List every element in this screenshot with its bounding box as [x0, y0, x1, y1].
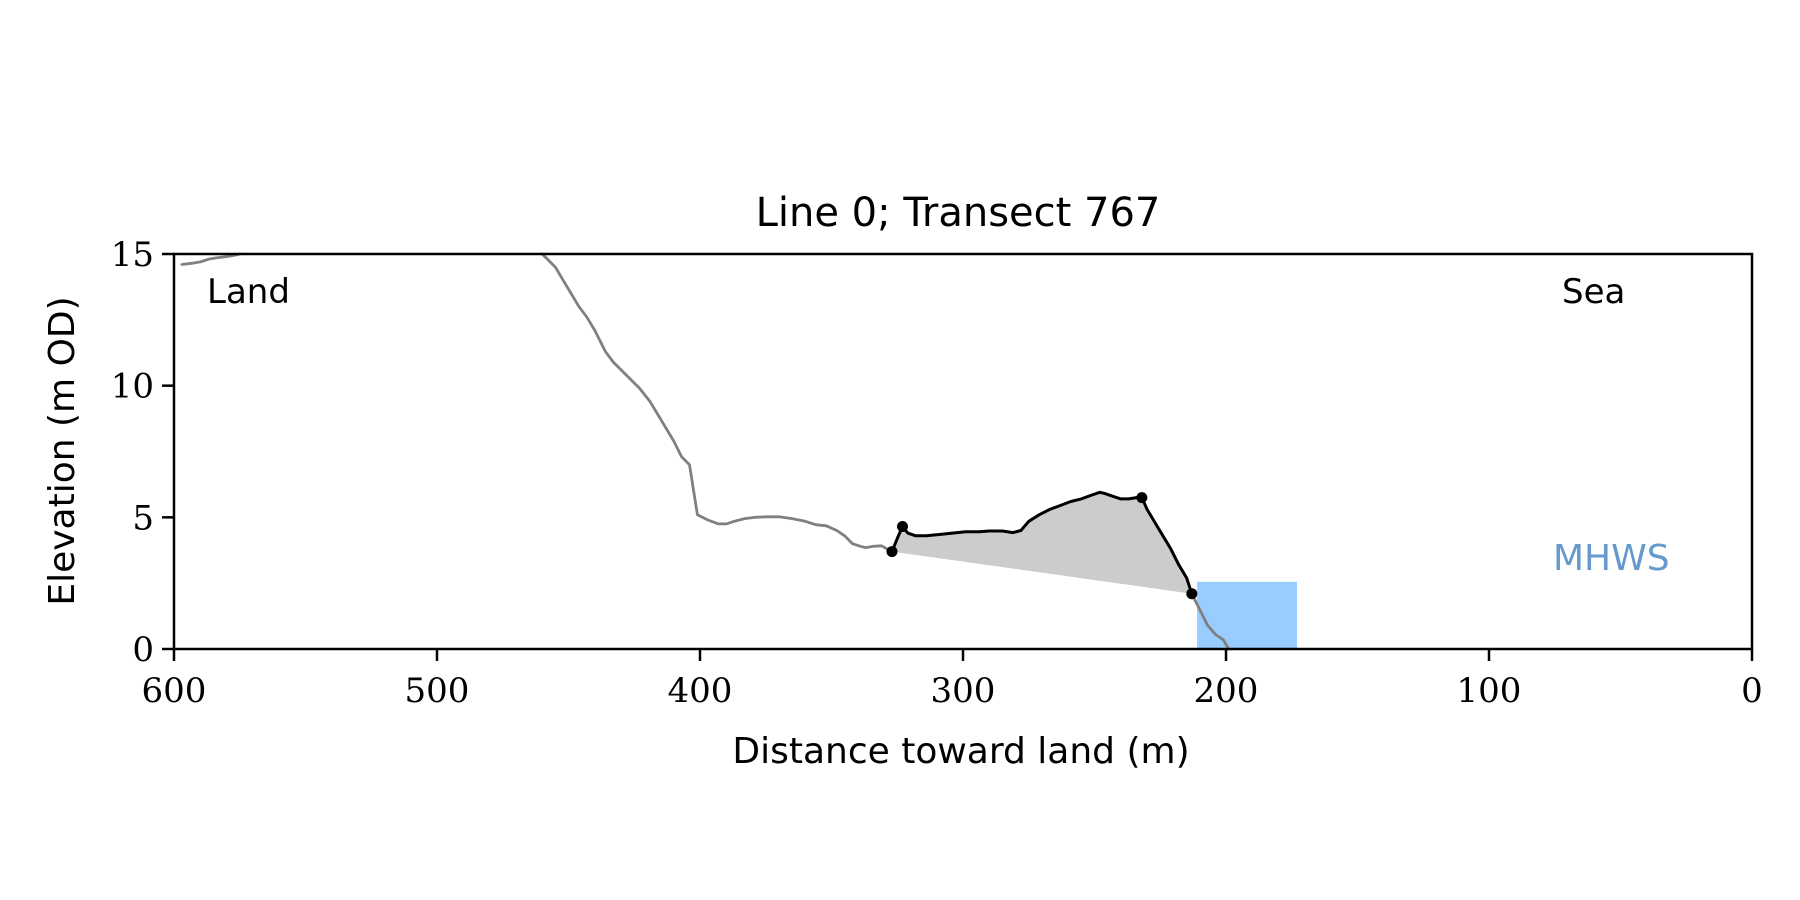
profile-line — [1190, 592, 1230, 651]
plot-area — [180, 252, 1298, 651]
x-tick-label: 500 — [405, 671, 470, 711]
profile-marker — [886, 546, 898, 558]
x-tick-label: 600 — [142, 671, 207, 711]
profile-marker — [897, 521, 909, 533]
y-tick-label: 10 — [111, 367, 154, 407]
y-axis-label: Elevation (m OD) — [42, 296, 83, 605]
x-tick-label: 0 — [1741, 671, 1763, 711]
profile-line — [540, 252, 891, 552]
sea-annotation: Sea — [1562, 272, 1625, 312]
x-tick-label: 400 — [668, 671, 733, 711]
x-tick-label: 300 — [931, 671, 996, 711]
axes-ticks: 600 500 400 300 200 100 0 0 5 10 15 — [111, 235, 1763, 711]
shaded-area — [892, 492, 1192, 594]
land-annotation: Land — [207, 272, 290, 312]
profile-marker — [1186, 588, 1198, 600]
x-axis-label: Distance toward land (m) — [732, 731, 1189, 772]
y-tick-label: 5 — [132, 498, 154, 538]
profile-marker — [1136, 492, 1148, 504]
profile-line — [180, 252, 242, 266]
x-tick-label: 200 — [1194, 671, 1259, 711]
highlighted-profile-line — [890, 490, 1194, 596]
x-tick-label: 100 — [1457, 671, 1522, 711]
y-tick-label: 15 — [111, 235, 154, 275]
plot-frame — [172, 252, 1754, 651]
mhws-annotation: MHWS — [1553, 538, 1670, 579]
chart-title: Line 0; Transect 767 — [756, 190, 1161, 236]
mhws-box — [1197, 581, 1298, 649]
y-tick-label: 0 — [132, 630, 154, 670]
